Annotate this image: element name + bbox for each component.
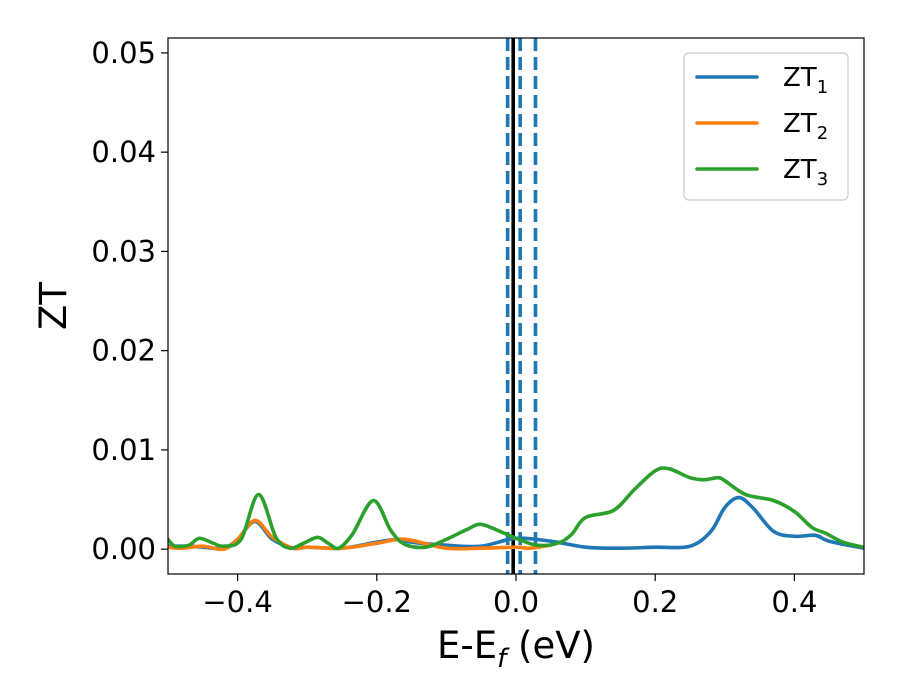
x-axis-label: E-Ef (eV) [437,624,595,674]
legend-label-zt3: ZT3 [783,155,828,190]
legend-label-zt1: ZT1 [783,63,828,98]
reference-lines [505,38,538,574]
x-tick-label: 0.2 [632,585,678,619]
y-tick-label: 0.02 [91,334,156,368]
y-axis: 0.00 0.01 0.02 0.03 0.04 0.05 [91,36,168,566]
legend-box [683,52,849,201]
legend-label-zt2: ZT2 [783,109,828,144]
y-tick-label: 0.01 [91,433,156,467]
x-tick-label: −0.4 [202,585,272,619]
series-line-zt3 [168,466,864,551]
legend: ZT1 ZT2 ZT3 [683,52,849,201]
y-axis-label: ZT [32,282,75,330]
y-tick-label: 0.00 [91,532,156,566]
x-tick-label: 0.4 [771,585,817,619]
y-tick-label: 0.04 [91,135,156,169]
x-tick-label: 0.0 [493,585,539,619]
x-tick-label: −0.2 [342,585,412,619]
y-tick-label: 0.03 [91,234,156,268]
x-axis: −0.4 −0.2 0.0 0.2 0.4 [202,574,817,619]
y-tick-label: 0.05 [91,36,156,70]
series-line-zt2 [168,518,553,552]
x-axis-label-suffix: (eV) [506,624,595,667]
series-layer [168,466,864,552]
